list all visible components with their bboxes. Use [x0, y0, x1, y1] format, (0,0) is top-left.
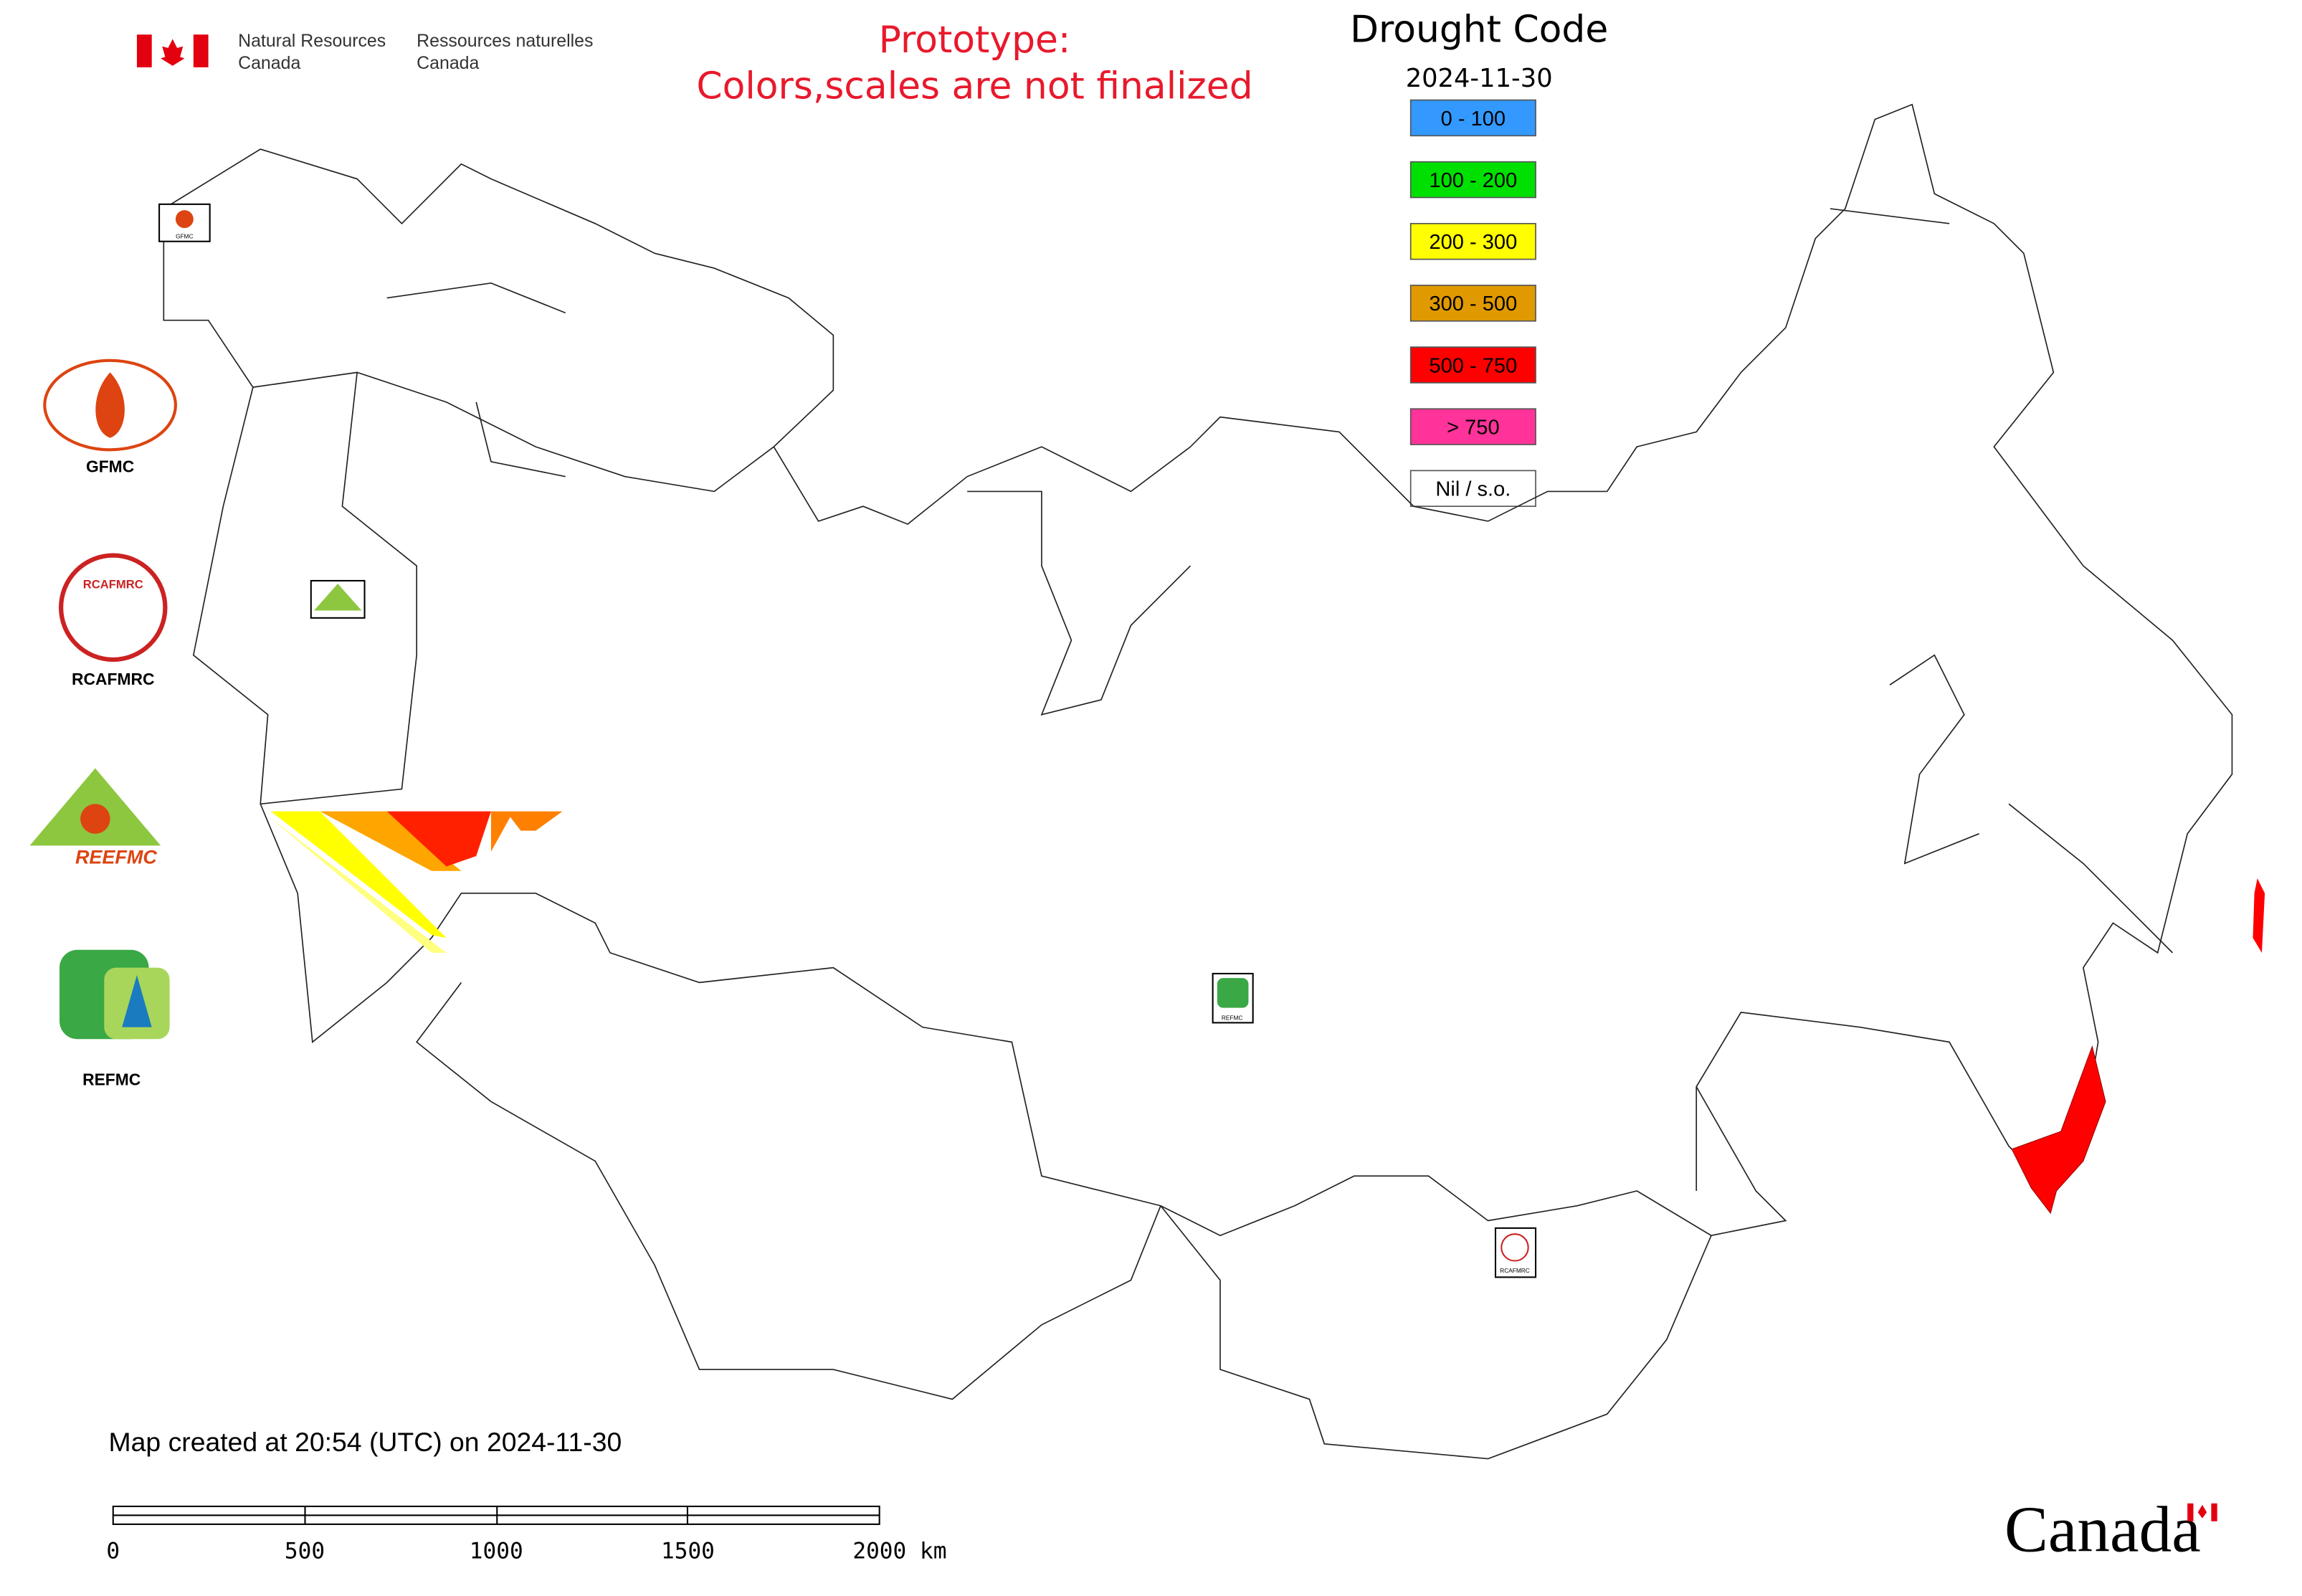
canada-wordmark: Canada [2004, 1493, 2217, 1565]
logo-text: RCAFMRC [83, 577, 143, 591]
gov-name: Ressources naturelles [417, 31, 593, 51]
notice: Colors,scales are not finalized [696, 65, 1252, 108]
logo-gfmc: GFMC [43, 358, 177, 475]
logo-label: REFMC [1222, 1014, 1243, 1021]
legend-label: 500 - 750 [1429, 354, 1517, 377]
scale-label: 0 [106, 1539, 120, 1564]
creation-note: Map created at 20:54 (UTC) on 2024-11-30 [109, 1427, 622, 1457]
drought-areas [267, 811, 2265, 1215]
legend-label: 300 - 500 [1429, 293, 1517, 315]
gov-name: Canada [417, 53, 479, 73]
wordmark: Canada [2004, 1493, 2201, 1565]
area [386, 811, 491, 867]
scale-labels: 0 500 1000 1500 2000 km [106, 1539, 946, 1564]
legend-swatch [1409, 470, 1536, 508]
gov-name: Canada [238, 53, 300, 73]
logo-label: RCAFMRC [72, 670, 154, 688]
legend-label: > 750 [1447, 417, 1500, 440]
area [2253, 878, 2265, 953]
legend: 0 - 100 100 - 200 200 - 300 300 - 500 500 - … [1409, 99, 1536, 508]
legend-swatch [1409, 285, 1536, 322]
area [320, 811, 462, 871]
legend-swatch [1409, 222, 1536, 260]
legend-swatch [1409, 99, 1536, 137]
scale-label: 1000 [470, 1539, 523, 1564]
scale-label: 2000 km [852, 1539, 946, 1564]
area [490, 811, 563, 852]
map-logo: GFMC REFMC RCAFMRC [158, 203, 1537, 1278]
notice: Prototype: [879, 19, 1071, 62]
logo-text: REEFMC [75, 846, 157, 868]
logo-label: REFMC [82, 1070, 141, 1089]
coastline [163, 103, 2233, 1237]
legend-label: Nil / s.o. [1435, 478, 1511, 501]
logo-refmc: REFMC [60, 949, 170, 1089]
map-date: 2024-11-30 [1406, 64, 1553, 93]
legend-swatch [1409, 408, 1536, 445]
gov-name: Natural Resources [238, 31, 386, 51]
legend-swatch [1409, 161, 1536, 199]
border [252, 208, 1950, 805]
legend-swatch [1409, 346, 1536, 384]
logo-label: GFMC [176, 233, 193, 240]
scale-bar [112, 1505, 880, 1525]
border [416, 982, 1712, 1460]
scale-label: 1500 [661, 1539, 715, 1564]
coastline [967, 490, 2174, 954]
borders [163, 103, 2233, 1460]
area [270, 811, 447, 939]
legend-label: 200 - 300 [1429, 231, 1517, 254]
logo-reefmc: REEFMC [29, 768, 161, 868]
legend-label: 0 - 100 [1441, 108, 1506, 130]
flag [136, 34, 209, 67]
area [2011, 1045, 2106, 1215]
scale-label: 500 [285, 1539, 325, 1564]
logo-rcafmrc: RCAFMRC RCAFMRC [58, 553, 168, 688]
area [267, 815, 447, 953]
logo-label: GFMC [86, 457, 134, 475]
legend-label: 100 - 200 [1429, 169, 1517, 192]
map-title: Drought Code [1350, 9, 1608, 52]
logo-label: RCAFMRC [1500, 1267, 1529, 1274]
